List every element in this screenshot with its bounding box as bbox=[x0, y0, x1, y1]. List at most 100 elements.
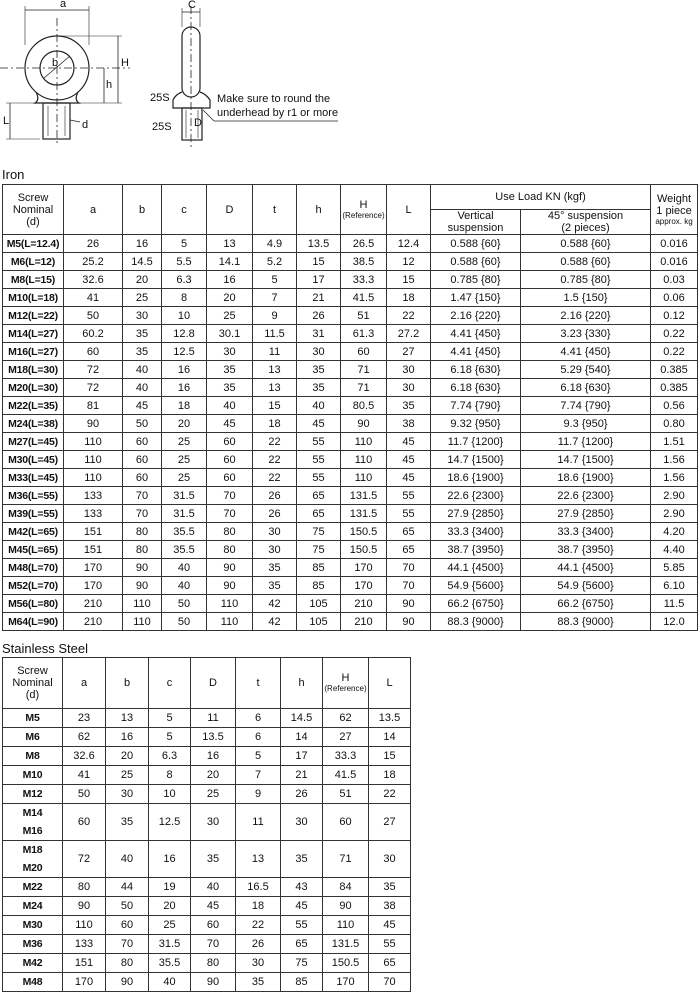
table-row: M48 170 90 40 90 35 85 170 70 bbox=[2, 972, 411, 992]
value-cell: 16 bbox=[190, 746, 236, 766]
value-cell: 26 bbox=[296, 306, 341, 325]
header-label: H bbox=[341, 672, 350, 684]
value-cell: 88.3 {9000} bbox=[430, 612, 521, 631]
header-cell: h bbox=[296, 184, 341, 235]
value-cell: 15 bbox=[296, 252, 341, 271]
screw-cell: M52(L=70) bbox=[2, 576, 64, 595]
value-cell: 7.74 {790} bbox=[430, 396, 521, 415]
value-cell: 170 bbox=[62, 972, 106, 992]
value-cell: 35.5 bbox=[161, 540, 207, 559]
value-cell: 3.23 {330} bbox=[519, 324, 652, 343]
header-cell: t bbox=[252, 184, 297, 235]
value-cell: 90 bbox=[386, 612, 431, 631]
value-cell: 60 bbox=[206, 450, 253, 469]
value-cell: 35 bbox=[252, 576, 297, 595]
value-cell: 18 bbox=[235, 896, 281, 916]
value-cell: 65 bbox=[386, 540, 431, 559]
screw-label: M30 bbox=[22, 919, 43, 931]
value-cell: 33.3 {3400} bbox=[430, 522, 521, 541]
value-cell: 31.5 bbox=[148, 934, 191, 954]
value-cell: 80 bbox=[122, 540, 162, 559]
value-cell: 151 bbox=[63, 540, 123, 559]
value-cell: 30 bbox=[190, 803, 236, 841]
value-cell: 72 bbox=[63, 360, 123, 379]
screw-label: M8 bbox=[25, 750, 40, 762]
value-cell: 4.20 bbox=[650, 522, 699, 541]
value-cell: 30.1 bbox=[206, 324, 253, 343]
table-row: M14 M16 60 35 12.5 30 11 30 60 27 bbox=[2, 803, 411, 841]
value-cell: 23 bbox=[62, 708, 106, 728]
section-title: Iron bbox=[2, 167, 25, 182]
table-row: M5(L=12.4) 26 16 5 13 4.9 13.5 26.5 12.4 0.588 {6… bbox=[2, 234, 699, 253]
header-label: t bbox=[256, 677, 260, 689]
header-cell: Weight 1 piece approx. kg bbox=[650, 184, 699, 235]
screw-label: M22 bbox=[22, 881, 43, 893]
screw-cell: M42(L=65) bbox=[2, 522, 64, 541]
value-cell: 65 bbox=[280, 934, 323, 954]
value-cell: 151 bbox=[63, 522, 123, 541]
screw-cell: M18 M20 bbox=[2, 840, 63, 878]
value-cell: 25 bbox=[161, 432, 207, 451]
value-cell: 110 bbox=[63, 432, 123, 451]
value-cell: 60 bbox=[206, 468, 253, 487]
value-cell: 70 bbox=[122, 486, 162, 505]
value-cell: 30 bbox=[122, 306, 162, 325]
value-cell: 65 bbox=[296, 504, 341, 523]
screw-cell: M6 bbox=[2, 727, 63, 747]
screw-label: M16 bbox=[22, 825, 43, 837]
screw-cell: M33(L=45) bbox=[2, 468, 64, 487]
value-cell: 30 bbox=[105, 784, 149, 804]
value-cell: 13 bbox=[235, 840, 281, 878]
value-cell: 22 bbox=[386, 306, 431, 325]
value-cell: 5 bbox=[235, 746, 281, 766]
header-cell: L bbox=[386, 184, 431, 235]
value-cell: 16 bbox=[161, 360, 207, 379]
value-cell: 210 bbox=[63, 594, 123, 613]
value-cell: 27 bbox=[386, 342, 431, 361]
value-cell: 26 bbox=[252, 504, 297, 523]
value-cell: 70 bbox=[368, 972, 411, 992]
value-cell: 70 bbox=[206, 486, 253, 505]
value-cell: 35 bbox=[206, 360, 253, 379]
value-cell: 62 bbox=[62, 727, 106, 747]
value-cell: 18 bbox=[161, 396, 207, 415]
value-cell: 70 bbox=[386, 558, 431, 577]
value-cell: 21 bbox=[280, 765, 323, 785]
value-cell: 16 bbox=[161, 378, 207, 397]
value-cell: 0.385 bbox=[650, 360, 699, 379]
value-cell: 18 bbox=[368, 765, 411, 785]
value-cell: 80 bbox=[122, 522, 162, 541]
value-cell: 33.3 {3400} bbox=[519, 522, 652, 541]
table-row: M12(L=22) 50 30 10 25 9 26 51 22 2.16 {220} 2.16 {… bbox=[2, 306, 699, 325]
value-cell: 25 bbox=[206, 306, 253, 325]
value-cell: 0.588 {60} bbox=[430, 234, 521, 253]
screw-label: M36 bbox=[22, 938, 43, 950]
value-cell: 43 bbox=[280, 877, 323, 897]
value-cell: 26.5 bbox=[340, 234, 387, 253]
value-cell: 40 bbox=[122, 378, 162, 397]
value-cell: 150.5 bbox=[340, 522, 387, 541]
value-cell: 5.85 bbox=[650, 558, 699, 577]
value-cell: 45 bbox=[280, 896, 323, 916]
value-cell: 20 bbox=[148, 896, 191, 916]
value-cell: 80 bbox=[206, 540, 253, 559]
value-cell: 19 bbox=[148, 877, 191, 897]
value-cell: 170 bbox=[340, 576, 387, 595]
value-cell: 110 bbox=[122, 594, 162, 613]
value-cell: 33.3 bbox=[322, 746, 369, 766]
value-cell: 131.5 bbox=[322, 934, 369, 954]
value-cell: 35 bbox=[122, 342, 162, 361]
value-cell: 1.51 bbox=[650, 432, 699, 451]
header-label: L bbox=[405, 203, 412, 216]
header-cell: t bbox=[235, 657, 281, 709]
header-cell: a bbox=[62, 657, 106, 709]
value-cell: 0.016 bbox=[650, 234, 699, 253]
value-cell: 11.7 {1200} bbox=[430, 432, 521, 451]
header-note: approx. kg bbox=[655, 216, 693, 226]
value-cell: 0.56 bbox=[650, 396, 699, 415]
value-cell: 35 bbox=[296, 378, 341, 397]
value-cell: 12.4 bbox=[386, 234, 431, 253]
